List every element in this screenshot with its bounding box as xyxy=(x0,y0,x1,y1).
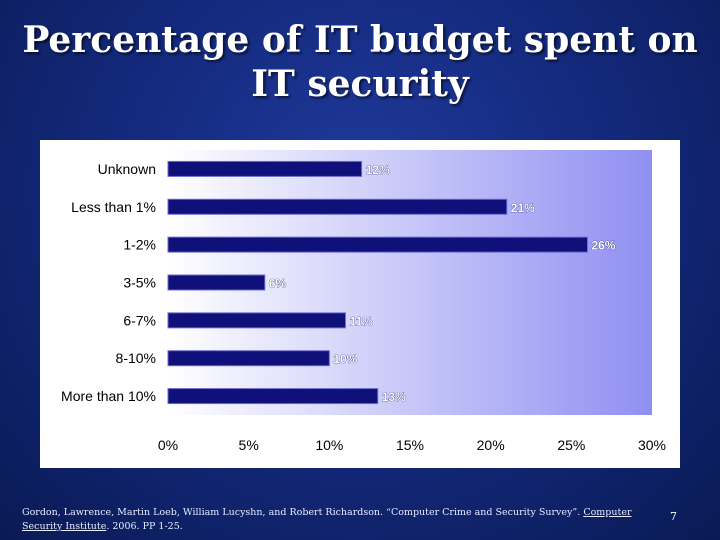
chart-panel: Unknown Less than 1% 1-2% 3-5% 6-7% 8-10% More… xyxy=(40,140,680,468)
category-label: 1-2% xyxy=(123,237,156,253)
x-tick-label: 0% xyxy=(158,437,178,453)
data-label: 13% xyxy=(382,390,406,404)
category-label: 6-7% xyxy=(123,312,156,328)
bar xyxy=(167,160,363,177)
slide-title-line-2: IT security xyxy=(251,63,469,105)
slide-title: Percentage of IT budget spent on IT secu… xyxy=(0,18,720,106)
x-tick-label: 15% xyxy=(396,437,424,453)
data-label: 11% xyxy=(349,314,373,328)
x-tick-label: 10% xyxy=(315,437,343,453)
data-label: 21% xyxy=(511,201,535,215)
citation-pages: . 2006. PP 1-25. xyxy=(106,521,183,532)
data-label: 10% xyxy=(333,352,357,366)
bar xyxy=(167,388,379,405)
x-tick-label: 5% xyxy=(239,437,259,453)
category-label: 8-10% xyxy=(116,350,156,366)
citation-text: Gordon, Lawrence, Martin Loeb, William L… xyxy=(22,507,584,518)
category-label: More than 10% xyxy=(61,388,156,404)
bar xyxy=(167,274,266,291)
slide-title-line-1: Percentage of IT budget spent on xyxy=(22,19,698,61)
bar xyxy=(167,236,588,253)
x-tick-label: 20% xyxy=(477,437,505,453)
citation-source: Computer Security Institute xyxy=(22,507,632,532)
category-label: 3-5% xyxy=(123,275,156,291)
citation: Gordon, Lawrence, Martin Loeb, William L… xyxy=(22,506,672,534)
bar-chart: Unknown Less than 1% 1-2% 3-5% 6-7% 8-10% More… xyxy=(61,150,666,453)
data-label: 12% xyxy=(366,163,390,177)
data-label: 6% xyxy=(269,277,287,291)
category-label: Unknown xyxy=(98,161,156,177)
category-label: Less than 1% xyxy=(71,199,156,215)
page-number: 7 xyxy=(670,510,677,523)
data-label: 26% xyxy=(591,239,615,253)
bar xyxy=(167,198,508,215)
x-tick-label: 25% xyxy=(557,437,585,453)
bar xyxy=(167,312,346,329)
x-tick-label: 30% xyxy=(638,437,666,453)
bar xyxy=(167,350,330,367)
